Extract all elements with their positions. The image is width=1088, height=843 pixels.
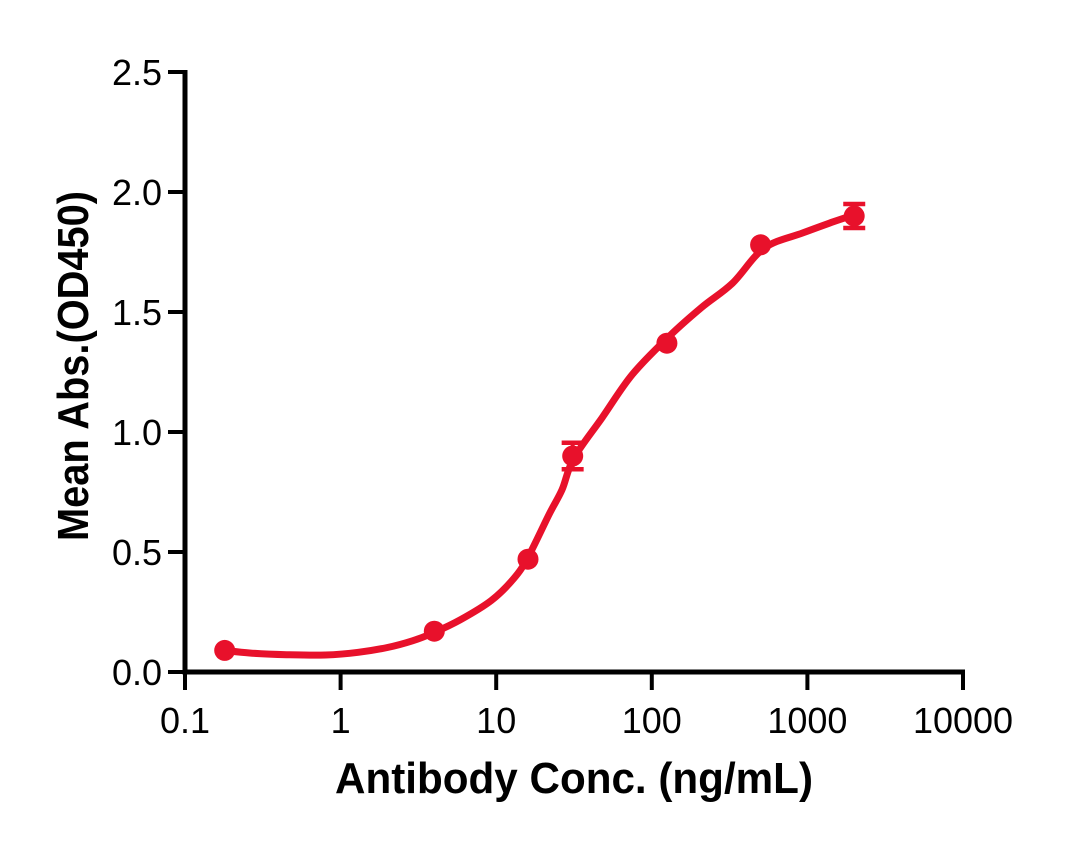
y-tick-label: 0.5 — [112, 532, 162, 573]
x-axis-ticks — [183, 672, 965, 690]
data-point — [214, 639, 236, 661]
x-tick-label: 10 — [476, 700, 516, 741]
y-axis-tick-labels: 0.0 0.5 1.0 1.5 2.0 2.5 — [112, 52, 162, 693]
y-axis-ticks — [168, 70, 185, 674]
y-tick-label: 2.0 — [112, 172, 162, 213]
y-tick-label: 0.0 — [112, 652, 162, 693]
y-tick-label: 1.0 — [112, 412, 162, 453]
x-axis-tick-labels: 0.1 1 10 100 1000 10000 — [160, 700, 1013, 741]
data-point — [656, 332, 678, 354]
series-antibody-binding — [214, 201, 866, 661]
data-point — [750, 234, 772, 256]
fit-curve-line — [221, 211, 858, 659]
y-tick-label: 1.5 — [112, 292, 162, 333]
x-tick-label: 1 — [331, 700, 351, 741]
x-tick-label: 100 — [622, 700, 682, 741]
x-tick-label: 10000 — [913, 700, 1013, 741]
x-axis-title: Antibody Conc. (ng/mL) — [335, 754, 813, 803]
x-tick-label: 0.1 — [160, 700, 210, 741]
y-axis-title: Mean Abs.(OD450) — [49, 191, 98, 541]
data-point — [423, 620, 445, 642]
x-tick-label: 1000 — [767, 700, 847, 741]
data-point — [562, 445, 584, 467]
data-point — [517, 548, 539, 570]
y-tick-label: 2.5 — [112, 52, 162, 93]
data-point — [843, 205, 865, 227]
